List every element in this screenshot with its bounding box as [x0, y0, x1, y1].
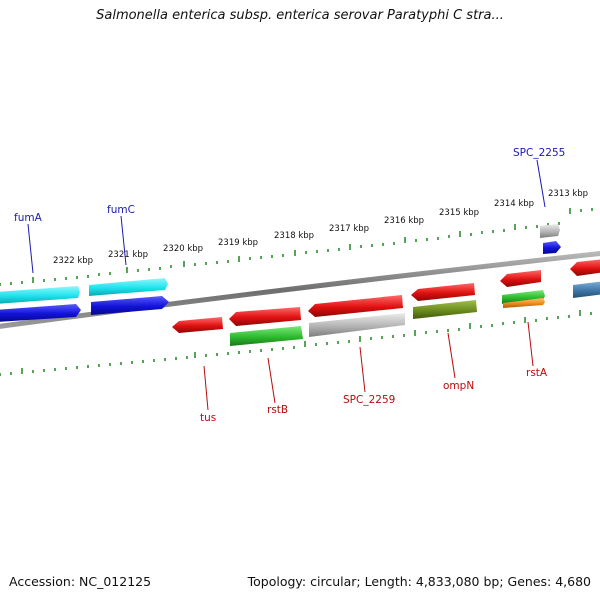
- gene-SPC_2259-gray[interactable]: [309, 313, 405, 337]
- label-fumA[interactable]: fumA: [14, 212, 43, 224]
- leader-rstB: [267, 357, 276, 404]
- outer-scale-ticks: [0, 208, 593, 286]
- label-rstB[interactable]: rstB: [267, 404, 288, 416]
- gene-rstA[interactable]: [500, 270, 541, 287]
- gene-rstB-green[interactable]: [230, 326, 303, 346]
- gene-fumC[interactable]: [91, 296, 169, 315]
- leader-ompN: [447, 332, 456, 379]
- forward-genes: [0, 224, 600, 322]
- scale-label: 2314 kbp: [494, 199, 534, 209]
- leader-rstA: [527, 321, 534, 367]
- label-tus[interactable]: tus: [200, 412, 216, 424]
- label-fumC[interactable]: fumC: [107, 204, 135, 216]
- gene-fumC-cyan[interactable]: [89, 278, 168, 296]
- genome-backbone: [0, 251, 600, 329]
- gene-ompN[interactable]: [413, 300, 477, 319]
- map-title: Salmonella enterica subsp. enterica sero…: [96, 8, 504, 23]
- gene-SPC_2255-gray[interactable]: [540, 224, 560, 238]
- label-leaders: [27, 159, 546, 411]
- gene-rstB[interactable]: [229, 307, 301, 326]
- leader-fumC: [120, 215, 127, 266]
- scale-label: 2320 kbp: [163, 244, 203, 254]
- gene-right-steel[interactable]: [573, 281, 600, 298]
- scale-label: 2316 kbp: [384, 216, 424, 226]
- inner-scale-ticks: [0, 310, 592, 376]
- label-SPC_2259[interactable]: SPC_2259: [343, 394, 395, 406]
- scale-label: 2322 kbp: [53, 256, 93, 266]
- label-rstA[interactable]: rstA: [526, 367, 548, 379]
- leader-SPC_2255: [536, 159, 546, 208]
- scale-label: 2313 kbp: [548, 189, 588, 199]
- gene-SPC_2255[interactable]: [543, 241, 561, 254]
- gene-rstA-orange[interactable]: [503, 298, 545, 308]
- scale-label: 2318 kbp: [274, 231, 314, 241]
- accession-text: Accession: NC_012125: [9, 574, 152, 589]
- leader-tus: [203, 365, 209, 411]
- reverse-genes: [172, 259, 600, 346]
- gene-SPC_2259[interactable]: [308, 295, 403, 317]
- scale-label: 2317 kbp: [329, 224, 369, 234]
- gene-fumA[interactable]: [0, 304, 81, 322]
- genome-summary-text: Topology: circular; Length: 4,833,080 bp…: [247, 574, 591, 589]
- leader-SPC_2259: [359, 346, 366, 393]
- gene-right-red[interactable]: [570, 259, 600, 276]
- scale-labels: 2322 kbp 2321 kbp 2320 kbp 2319 kbp 2318…: [53, 189, 588, 266]
- label-SPC_2255[interactable]: SPC_2255: [513, 147, 565, 159]
- scale-label: 2319 kbp: [218, 238, 258, 248]
- scale-label: 2321 kbp: [108, 250, 148, 260]
- gene-fumA-cyan[interactable]: [0, 286, 80, 304]
- gene-ompN-red[interactable]: [411, 283, 475, 301]
- scale-label: 2315 kbp: [439, 208, 479, 218]
- label-ompN[interactable]: ompN: [443, 380, 474, 392]
- leader-fumA: [27, 223, 34, 274]
- gene-labels: fumA fumC SPC_2255 tus rstB SPC_2259 omp…: [14, 147, 565, 424]
- gene-tus[interactable]: [172, 317, 223, 333]
